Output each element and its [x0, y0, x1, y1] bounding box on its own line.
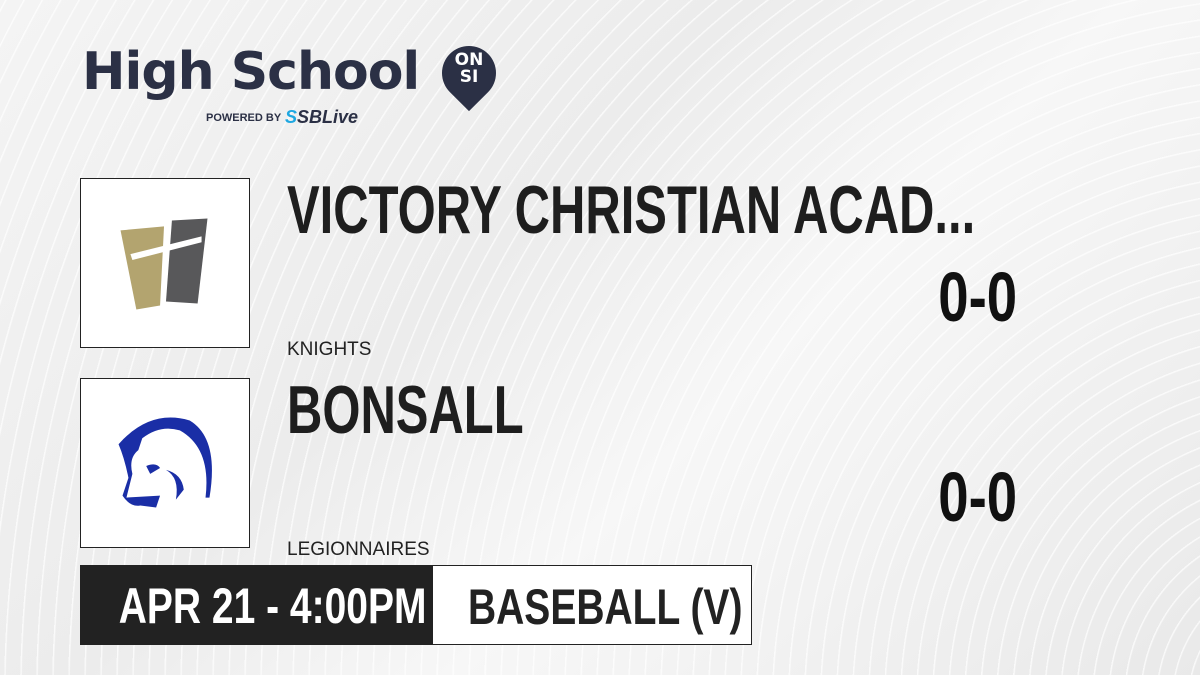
team2-score: 0-0: [938, 458, 1017, 536]
team-logo-bonsall: [80, 378, 250, 548]
game-sport-box: BASEBALL (V): [432, 565, 752, 645]
powered-by-label: POWERED BY: [206, 112, 282, 124]
game-datetime: APR 21 - 4:00PM: [118, 578, 427, 634]
team1-score: 0-0: [938, 258, 1017, 336]
team2-name: BONSALL: [287, 372, 524, 448]
on-si-badge: ON SI: [454, 50, 484, 87]
team-logo-victory-christian: [80, 178, 250, 348]
game-sport: BASEBALL (V): [467, 579, 743, 635]
brand-logo-text: High School: [82, 42, 420, 102]
sblive-logo: SSBLive: [285, 107, 359, 127]
knights-logo-icon: [120, 218, 208, 310]
legionnaire-helmet-icon: [118, 417, 212, 508]
team1-name: VICTORY CHRISTIAN ACAD...: [287, 172, 976, 248]
team2-mascot: LEGIONNAIRES: [287, 539, 430, 560]
game-datetime-box: APR 21 - 4:00PM: [80, 565, 432, 645]
team1-mascot: KNIGHTS: [287, 339, 372, 360]
